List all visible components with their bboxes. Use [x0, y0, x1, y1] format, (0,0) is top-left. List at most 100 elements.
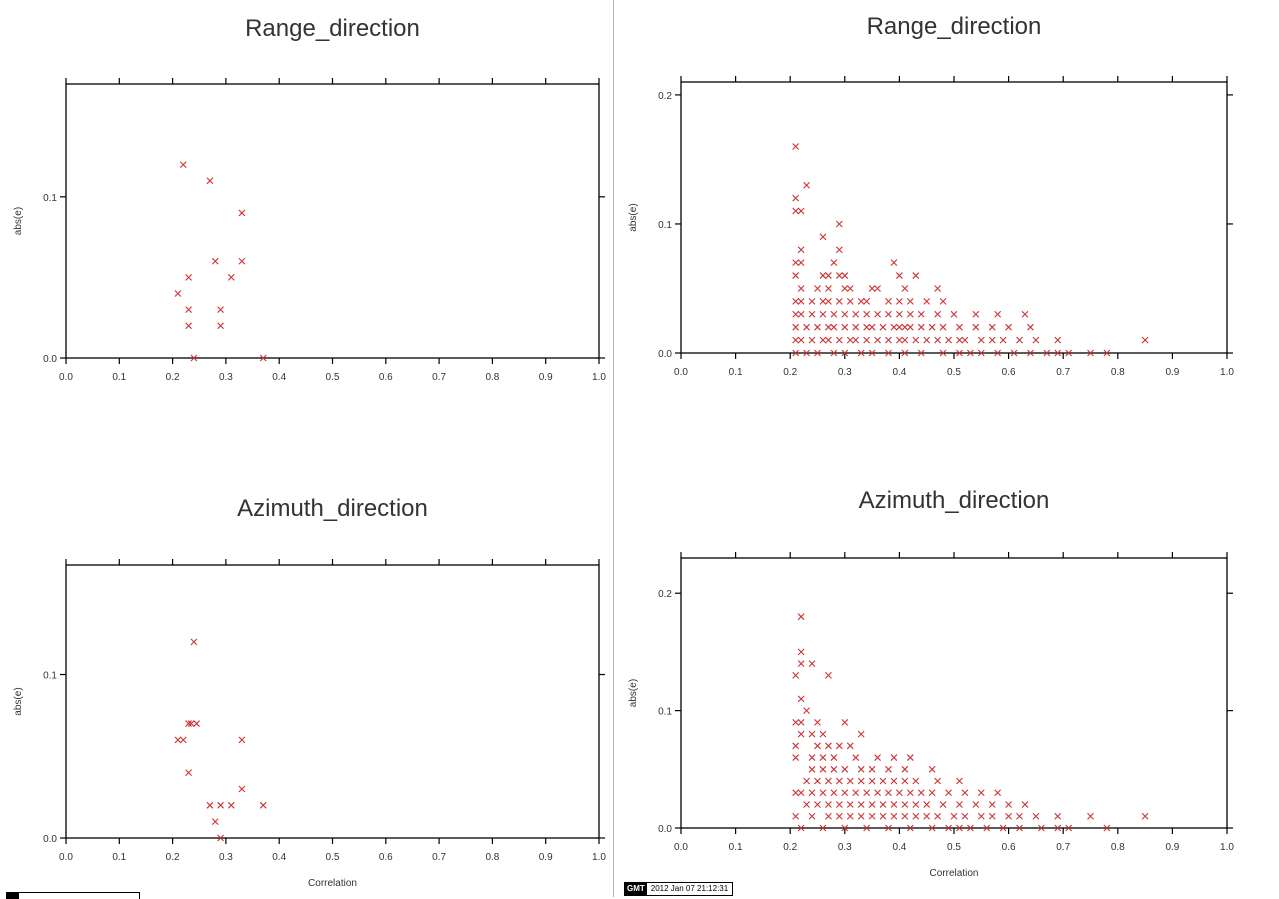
data-point [956, 824, 963, 832]
data-point [238, 209, 246, 217]
data-point [825, 272, 832, 279]
data-point [814, 801, 821, 808]
data-point [1027, 323, 1034, 331]
data-point [797, 789, 805, 797]
data-point [977, 349, 985, 357]
data-point [885, 789, 892, 797]
x-tick-label: 1.0 [1220, 842, 1234, 853]
x-tick-label: 0.7 [432, 372, 446, 383]
data-point [923, 812, 931, 820]
data-point [956, 801, 963, 808]
data-point [868, 323, 876, 331]
plot-frame [680, 81, 1228, 354]
chart-4: Azimuth_direction 0.0 0.1 0.2 0.3 0.4 0.5 0.6 0.… [628, 487, 1234, 879]
data-point [835, 220, 843, 228]
data-point [1065, 824, 1073, 832]
data-point [896, 297, 903, 305]
data-point [808, 765, 816, 773]
data-point [825, 336, 832, 344]
data-point [906, 754, 914, 761]
x-tick-label: 0.4 [272, 852, 286, 863]
data-point [174, 290, 182, 297]
data-point [792, 297, 800, 305]
data-point [852, 754, 860, 761]
data-point [808, 660, 816, 668]
data-point [874, 754, 881, 761]
y-axis-label: abs(e) [628, 679, 639, 707]
data-point [814, 777, 821, 785]
data-point [193, 720, 200, 727]
data-point [1021, 801, 1029, 808]
data-point [792, 349, 800, 357]
data-point [857, 801, 865, 808]
data-point [912, 336, 920, 344]
x-tick-label: 0.8 [1111, 842, 1125, 853]
data-point [928, 824, 936, 832]
data-point [825, 777, 832, 785]
data-point [923, 801, 931, 808]
data-point [890, 323, 898, 331]
data-point [890, 812, 898, 820]
data-point [1141, 812, 1149, 820]
data-point [797, 207, 805, 215]
data-point [988, 323, 996, 331]
data-point [885, 765, 892, 773]
data-point [211, 818, 219, 826]
data-point [956, 323, 963, 331]
data-point [901, 285, 909, 292]
data-point [819, 765, 827, 773]
data-point [939, 297, 947, 305]
data-point [868, 349, 876, 357]
data-point [835, 336, 843, 344]
data-point [863, 824, 871, 832]
data-point [852, 336, 860, 344]
data-point [179, 161, 187, 168]
data-point [906, 824, 914, 832]
data-point [917, 349, 925, 357]
data-point [808, 789, 816, 797]
data-point [259, 354, 267, 362]
y-tick-label: 0.1 [658, 220, 672, 231]
data-point [1065, 349, 1073, 357]
data-point [792, 672, 800, 679]
data-point [868, 812, 876, 820]
data-point [190, 638, 198, 646]
gmt-timestamp-stamp: GMT 2012 Jan 07 21:12:31 [624, 882, 734, 896]
data-point [961, 789, 969, 797]
data-point [803, 323, 810, 331]
data-point [185, 306, 192, 314]
data-point [797, 336, 805, 344]
y-tick-label: 0.0 [43, 834, 57, 845]
data-point [966, 824, 974, 832]
data-point [994, 349, 1002, 357]
data-point [819, 824, 827, 832]
x-tick-label: 0.5 [326, 372, 340, 383]
data-point [972, 310, 980, 318]
data-point [1027, 349, 1034, 357]
data-point [846, 285, 854, 292]
data-point [846, 812, 854, 820]
data-point [846, 801, 854, 808]
data-point [977, 336, 985, 344]
data-point [890, 754, 898, 761]
data-point [841, 765, 849, 773]
data-point [945, 336, 952, 344]
chart-title: Azimuth_direction [237, 495, 428, 522]
data-point [797, 259, 805, 267]
data-point [863, 789, 871, 797]
data-point [901, 336, 909, 344]
data-point [185, 322, 192, 330]
data-point [1043, 349, 1051, 357]
data-point [956, 777, 963, 785]
data-point [797, 613, 805, 621]
data-point [846, 336, 854, 344]
x-tick-label: 0.0 [59, 372, 73, 383]
data-point [939, 349, 947, 357]
data-point [190, 354, 198, 362]
x-tick-label: 0.2 [166, 372, 180, 383]
data-point [999, 336, 1007, 344]
data-point [792, 272, 800, 279]
data-point [825, 812, 832, 820]
plot-frame [65, 83, 600, 359]
x-tick-label: 1.0 [592, 372, 606, 383]
